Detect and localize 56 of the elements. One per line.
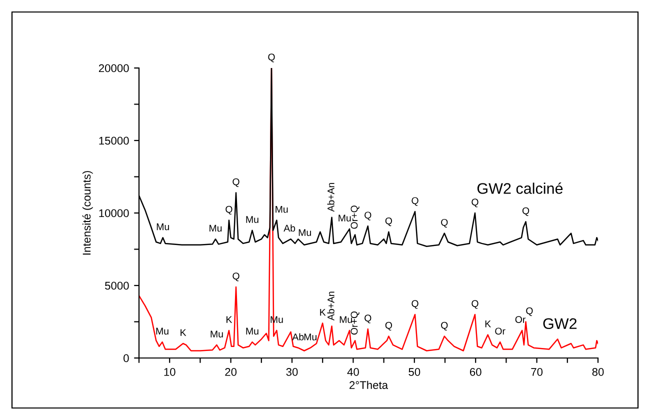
annotation: Mu [246,328,258,335]
annotation: Mu [210,330,223,338]
annotation: Q [385,322,392,331]
annotation: Q [472,300,478,309]
x-tick-label: 80 [592,368,604,376]
annotation: Or [515,316,526,323]
y-tick-label: 15000 [99,136,129,145]
x-tick-label: 30 [286,368,298,376]
annotation: Mu [276,206,288,213]
annotation: Q [441,322,448,331]
annotation: Ab+An [327,182,334,212]
series-label: GW2 [543,318,577,330]
annotation: K [485,320,491,328]
annotation: Mu [246,216,258,223]
annotation: Ab [292,333,304,340]
x-tick-label: 60 [470,368,482,376]
annotation: Ab [284,224,296,232]
annotation: K [320,308,326,316]
annotation: Q [226,206,232,215]
annotation: Q [472,198,478,208]
annotation: Q [364,314,372,324]
y-tick-label: 20000 [98,64,129,72]
annotation: Q [526,307,533,316]
annotation: Q [385,217,392,226]
annotation: Mu [338,214,351,222]
y-tick-label: 5000 [105,282,129,290]
annotation: Q [441,218,448,228]
annotation: Mu [210,224,222,232]
annotation: Q [412,197,418,206]
x-tick-label: 20 [225,368,237,376]
x-tick-label: 50 [408,368,420,376]
annotation: Q [522,207,530,216]
annotation: Q [364,212,372,220]
annotation: Q [232,272,240,282]
annotation: K [226,316,232,323]
annotation: Or+Q [350,206,360,229]
annotation: Mu [340,316,352,323]
annotation: Mu [156,328,168,335]
x-axis-title: 2°Theta [350,380,388,390]
x-tick-label: 70 [531,368,543,376]
annotation: Mu [298,229,311,236]
annotation: Mu [156,223,169,230]
annotation: Ab+An [327,292,334,321]
x-tick-label: 10 [164,368,176,376]
annotation: Mu [304,334,316,340]
annotation: Or [495,328,506,335]
annotation: K [180,329,186,336]
y-axis-title: Intensité (counts) [82,171,93,255]
annotation: Q [268,54,275,62]
annotation: Or+Q [350,311,360,335]
x-tick-label: 40 [347,368,359,376]
series-label: GW2 calciné [477,182,563,194]
y-tick-label: 0 [124,354,129,362]
annotation: Q [232,178,240,187]
annotation: Q [412,300,418,309]
y-tick-label: 10000 [99,209,129,218]
